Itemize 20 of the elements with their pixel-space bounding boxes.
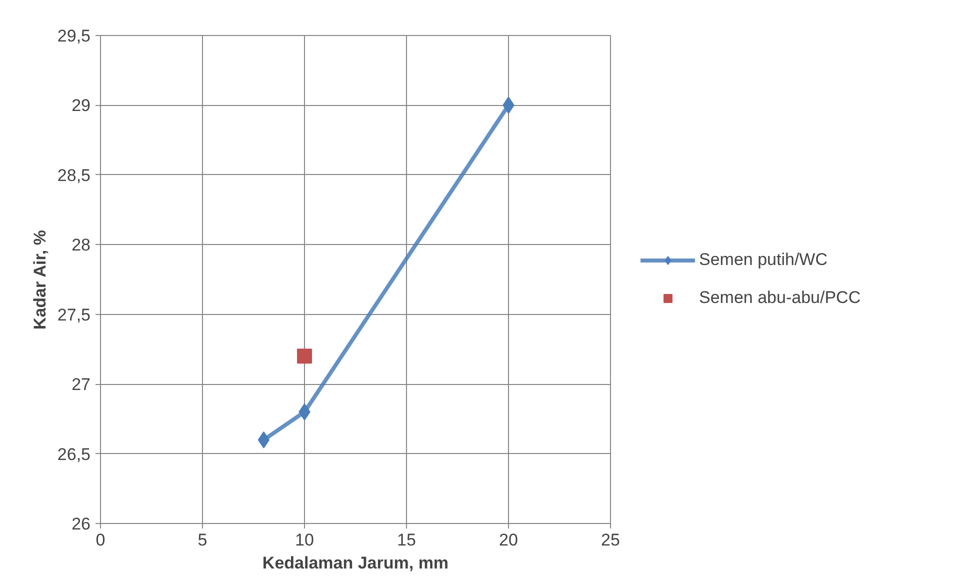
y-tick-label: 27,5 [57, 305, 91, 324]
x-tick-label: 0 [96, 530, 106, 550]
y-tick-label: 27 [72, 375, 91, 394]
legend-label: Semen putih/WC [699, 250, 828, 270]
y-tick-label: 26,5 [57, 444, 91, 464]
x-tick-label: 25 [601, 530, 620, 550]
x-tick-label: 15 [397, 530, 416, 550]
x-tick-label: 10 [295, 530, 314, 550]
point [297, 348, 312, 364]
x-axis-title: Kedalaman Jarum, mm [262, 554, 449, 572]
y-tick-label: 28,5 [57, 166, 91, 185]
legend-label: Semen abu-abu/PCC [699, 288, 861, 308]
y-tick-label: 29 [72, 96, 91, 116]
y-tick-label: 26 [72, 514, 91, 534]
y-axis-title: Kadar Air, % [30, 230, 50, 330]
x-tick-label: 20 [499, 530, 518, 550]
point [258, 431, 270, 448]
y-tick-label: 29,5 [57, 26, 91, 46]
y-tick-label: 28 [72, 236, 91, 255]
x-tick-label: 5 [198, 530, 208, 550]
